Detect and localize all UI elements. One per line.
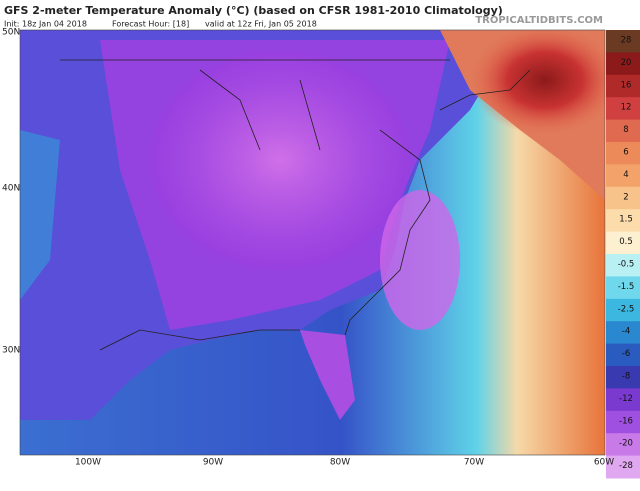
longitude-label: 80W	[330, 458, 350, 468]
colorbar-swatch	[606, 164, 640, 188]
colorbar-label: -6	[622, 349, 630, 359]
latitude-label: 30N	[2, 346, 20, 356]
colorbar-swatch	[606, 388, 640, 412]
boundaries	[60, 59, 531, 351]
map-field	[20, 30, 605, 455]
colorbar-swatch	[606, 254, 640, 277]
colorbar-label: 20	[621, 58, 632, 68]
colorbar-label: -2.5	[618, 304, 635, 314]
colorbar-swatch	[606, 410, 640, 434]
colorbar-swatch	[606, 455, 640, 479]
colorbar-label: 4	[623, 170, 628, 180]
longitude-label: 90W	[203, 458, 223, 468]
colorbar-label: 12	[621, 103, 632, 113]
colorbar-label: -16	[619, 416, 633, 426]
colorbar-swatch	[606, 30, 640, 53]
colorbar-swatch	[606, 74, 640, 98]
watermark: TROPICALTIDBITS.COM	[475, 15, 603, 26]
colorbar-swatch	[606, 97, 640, 121]
offshore-cold	[380, 190, 460, 330]
cold-core	[150, 50, 410, 270]
colorbar-swatch	[606, 276, 640, 300]
colorbar-swatch	[606, 366, 640, 389]
colorbar-label: 1.5	[619, 215, 633, 225]
latitude-label: 50N	[2, 28, 20, 38]
colorbar-swatch	[606, 142, 640, 165]
longitude-label: 100W	[75, 458, 101, 468]
colorbar-label: 2	[623, 192, 628, 202]
colorbar-label: -12	[619, 394, 633, 404]
colorbar-swatch	[606, 231, 640, 255]
florida	[300, 330, 355, 420]
colorbar-swatch	[606, 298, 640, 322]
colorbar-swatch	[606, 186, 640, 210]
map-axes: 50N 40N 30N 100W 90W 80W 70W 60W	[2, 28, 614, 468]
west-anomaly	[20, 130, 60, 300]
colorbar-swatch	[606, 52, 640, 76]
colorbar-label: -20	[619, 439, 633, 449]
valid-time: valid at 12z Fri, Jan 05 2018	[205, 20, 317, 29]
forecast-hour: Forecast Hour: [18]	[112, 20, 189, 29]
colorbar-label: -0.5	[618, 260, 635, 270]
colorbar-label: -1.5	[618, 282, 635, 292]
colorbar-label: -28	[619, 461, 633, 471]
colorbar-swatch	[606, 209, 640, 233]
colorbar-label: -4	[622, 327, 630, 337]
colorbar-swatch	[606, 343, 640, 367]
latitude-label: 40N	[2, 184, 20, 194]
map-frame	[19, 29, 606, 456]
colorbar-label: -8	[622, 372, 630, 382]
map-title: GFS 2-meter Temperature Anomaly (°C) (ba…	[4, 4, 503, 17]
colorbar-label: 28	[621, 36, 632, 46]
colorbar-label: 8	[623, 125, 628, 135]
longitude-label: 60W	[594, 458, 614, 468]
init-time: Init: 18z Jan 04 2018	[4, 20, 87, 29]
colorbar-swatch	[606, 119, 640, 143]
longitude-label: 70W	[464, 458, 484, 468]
colorbar-label: 6	[623, 148, 628, 158]
colorbar-label: 16	[621, 80, 632, 90]
warm-core	[470, 30, 605, 135]
colorbar-swatch	[606, 433, 640, 457]
colorbar-swatch	[606, 321, 640, 345]
colorbar: 28 20 16 12 8 6 4 2 1.5 0.5 -0.5 -1.5 -2.5 -4 -6 -8 -12 -…	[606, 30, 640, 479]
colorbar-label: 0.5	[619, 237, 633, 247]
